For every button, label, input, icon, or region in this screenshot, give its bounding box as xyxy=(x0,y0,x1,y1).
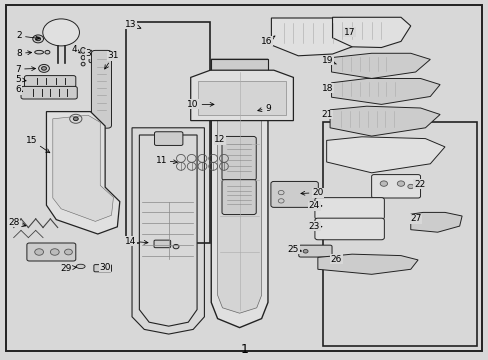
Text: 5: 5 xyxy=(16,75,26,84)
Bar xyxy=(322,122,476,346)
Ellipse shape xyxy=(88,50,92,57)
Text: 8: 8 xyxy=(17,49,32,58)
Text: 10: 10 xyxy=(187,100,214,109)
Ellipse shape xyxy=(76,264,85,269)
FancyBboxPatch shape xyxy=(21,86,77,99)
Text: 15: 15 xyxy=(26,136,50,153)
Text: 7: 7 xyxy=(16,65,36,74)
Ellipse shape xyxy=(39,64,49,72)
Text: 18: 18 xyxy=(321,84,333,93)
Ellipse shape xyxy=(81,55,85,60)
Text: 21: 21 xyxy=(320,110,332,119)
FancyBboxPatch shape xyxy=(154,132,183,145)
FancyBboxPatch shape xyxy=(314,218,384,240)
FancyBboxPatch shape xyxy=(91,50,111,128)
Text: 20: 20 xyxy=(300,188,323,197)
Ellipse shape xyxy=(396,181,404,186)
Text: 13: 13 xyxy=(125,20,141,29)
Polygon shape xyxy=(190,70,293,121)
Text: 2: 2 xyxy=(17,31,40,40)
Text: 27: 27 xyxy=(409,214,421,223)
Ellipse shape xyxy=(303,249,307,253)
Text: 19: 19 xyxy=(321,56,336,65)
FancyBboxPatch shape xyxy=(24,76,76,87)
Ellipse shape xyxy=(73,117,78,121)
Ellipse shape xyxy=(173,244,179,249)
Polygon shape xyxy=(211,59,267,328)
Ellipse shape xyxy=(407,184,413,189)
FancyBboxPatch shape xyxy=(154,240,170,248)
FancyBboxPatch shape xyxy=(222,180,256,215)
Ellipse shape xyxy=(380,181,386,186)
Text: 11: 11 xyxy=(155,156,177,165)
Text: 25: 25 xyxy=(287,245,301,253)
Ellipse shape xyxy=(81,62,85,66)
Polygon shape xyxy=(410,212,461,232)
Polygon shape xyxy=(46,112,120,234)
FancyBboxPatch shape xyxy=(314,198,384,219)
Text: 24: 24 xyxy=(308,201,321,210)
Text: 30: 30 xyxy=(99,263,111,271)
FancyBboxPatch shape xyxy=(27,243,76,261)
FancyBboxPatch shape xyxy=(298,245,331,257)
Text: 14: 14 xyxy=(125,237,148,246)
Ellipse shape xyxy=(41,67,46,70)
Polygon shape xyxy=(331,78,439,104)
Bar xyxy=(126,22,210,243)
Text: 6: 6 xyxy=(16,85,22,94)
Text: 28: 28 xyxy=(8,218,26,227)
Ellipse shape xyxy=(33,35,43,43)
Ellipse shape xyxy=(35,50,43,54)
Ellipse shape xyxy=(50,249,59,255)
Polygon shape xyxy=(332,17,410,48)
Text: 26: 26 xyxy=(330,255,342,264)
Ellipse shape xyxy=(35,249,43,255)
Polygon shape xyxy=(217,67,261,313)
Ellipse shape xyxy=(36,37,41,41)
Polygon shape xyxy=(53,115,113,221)
Text: 4: 4 xyxy=(72,45,81,54)
Text: 9: 9 xyxy=(257,104,270,112)
Ellipse shape xyxy=(89,58,92,63)
Text: 22: 22 xyxy=(413,180,425,189)
Polygon shape xyxy=(329,106,439,136)
Text: 16: 16 xyxy=(260,36,275,46)
Ellipse shape xyxy=(81,48,85,53)
Text: 3: 3 xyxy=(85,49,91,58)
Text: 29: 29 xyxy=(60,264,76,273)
Text: 1: 1 xyxy=(240,343,248,356)
Polygon shape xyxy=(326,137,444,173)
Polygon shape xyxy=(139,135,197,326)
FancyBboxPatch shape xyxy=(94,265,111,272)
Polygon shape xyxy=(271,18,356,56)
Polygon shape xyxy=(211,59,267,88)
FancyBboxPatch shape xyxy=(222,136,256,180)
FancyBboxPatch shape xyxy=(270,181,318,207)
Text: 12: 12 xyxy=(214,135,225,144)
Ellipse shape xyxy=(64,249,72,255)
Polygon shape xyxy=(317,254,417,274)
Polygon shape xyxy=(331,53,429,78)
Ellipse shape xyxy=(43,19,79,46)
Text: 23: 23 xyxy=(308,222,321,231)
FancyBboxPatch shape xyxy=(371,175,420,198)
Text: 31: 31 xyxy=(104,51,119,69)
Polygon shape xyxy=(198,81,285,115)
Text: 17: 17 xyxy=(343,27,355,37)
Ellipse shape xyxy=(45,50,50,54)
